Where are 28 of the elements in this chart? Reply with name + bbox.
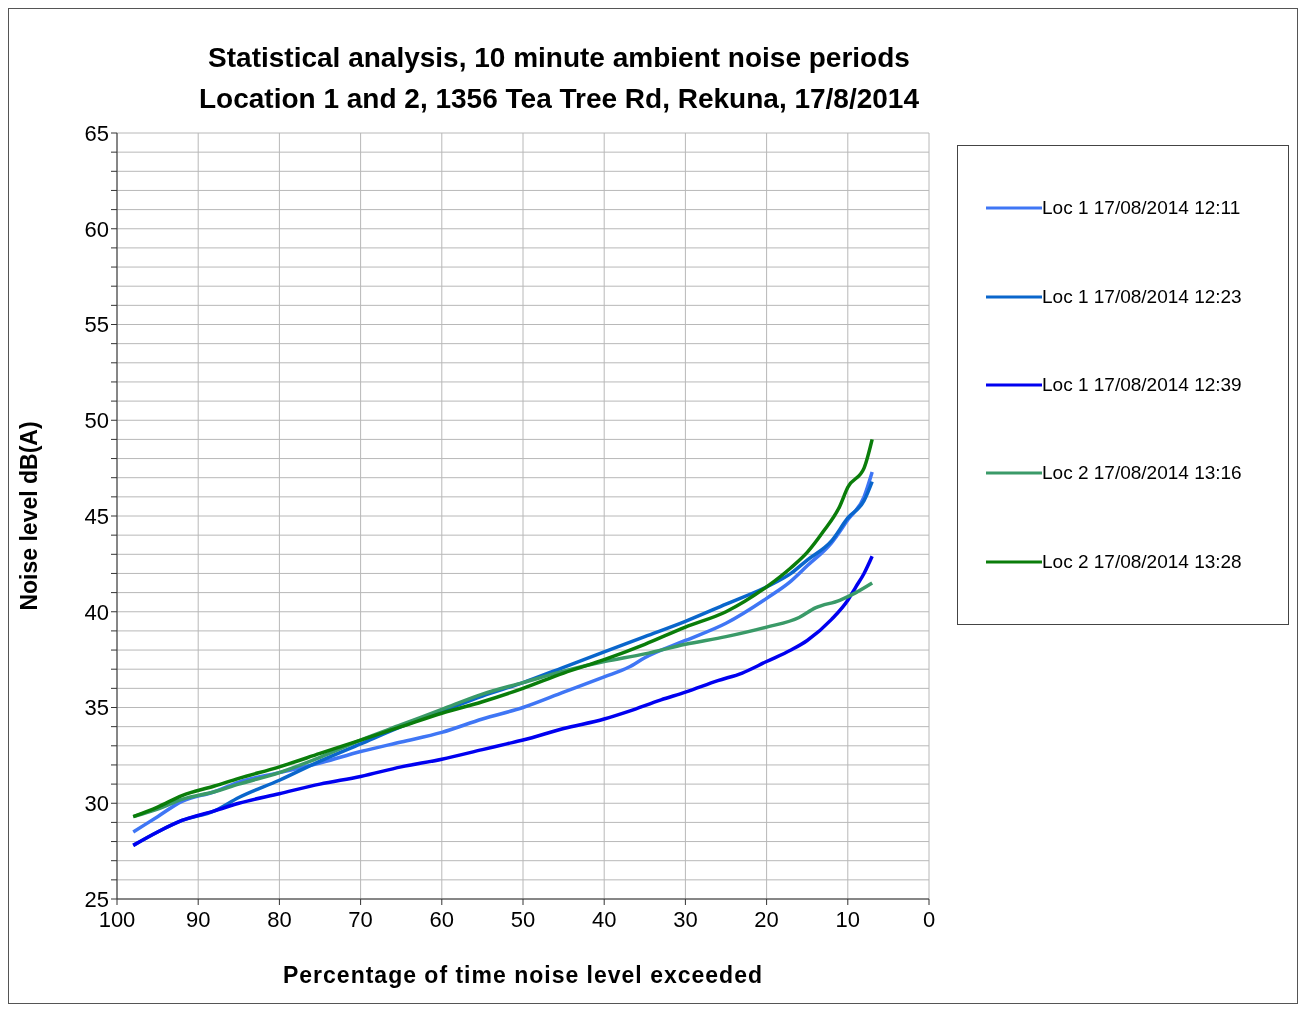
legend-label: Loc 2 17/08/2014 13:28: [1042, 550, 1242, 573]
legend-label: Loc 2 17/08/2014 13:16: [1042, 462, 1242, 485]
x-tick-label: 70: [348, 906, 373, 932]
y-tick-label: 40: [84, 599, 109, 625]
y-axis-title: Noise level dB(A): [16, 421, 43, 611]
y-tick-label: 60: [84, 216, 109, 242]
y-tick-label: 35: [84, 695, 109, 721]
y-tick-label: 30: [84, 791, 109, 817]
x-tick-label: 30: [673, 906, 698, 932]
y-tick-label: 45: [84, 503, 109, 529]
x-tick-label: 50: [510, 906, 536, 932]
legend-label: Loc 1 17/08/2014 12:23: [1042, 285, 1242, 308]
x-tick-label: 60: [429, 906, 455, 932]
x-tick-label: 80: [267, 906, 292, 932]
x-tick-label: 90: [185, 906, 211, 932]
line-series: [131, 554, 874, 848]
x-axis-title: Percentage of time noise level exceeded: [282, 962, 764, 988]
chart-title: Statistical analysis, 10 minute ambient noise periods: [207, 41, 911, 75]
x-tick-label: 40: [591, 906, 617, 932]
chart-subtitle: Location 1 and 2, 1356 Tea Tree Rd, Rekuna, 17/8/2014: [198, 82, 920, 116]
y-tick-label: 50: [84, 408, 109, 434]
x-tick-label: 0: [922, 906, 936, 932]
legend-label: Loc 1 17/08/2014 12:39: [1042, 373, 1242, 396]
y-tick-label: 65: [84, 120, 109, 146]
x-tick-label: 20: [754, 906, 779, 932]
legend-label: Loc 1 17/08/2014 12:11: [1042, 197, 1241, 220]
y-tick-label: 55: [84, 312, 109, 338]
x-tick-label: 10: [835, 906, 861, 932]
